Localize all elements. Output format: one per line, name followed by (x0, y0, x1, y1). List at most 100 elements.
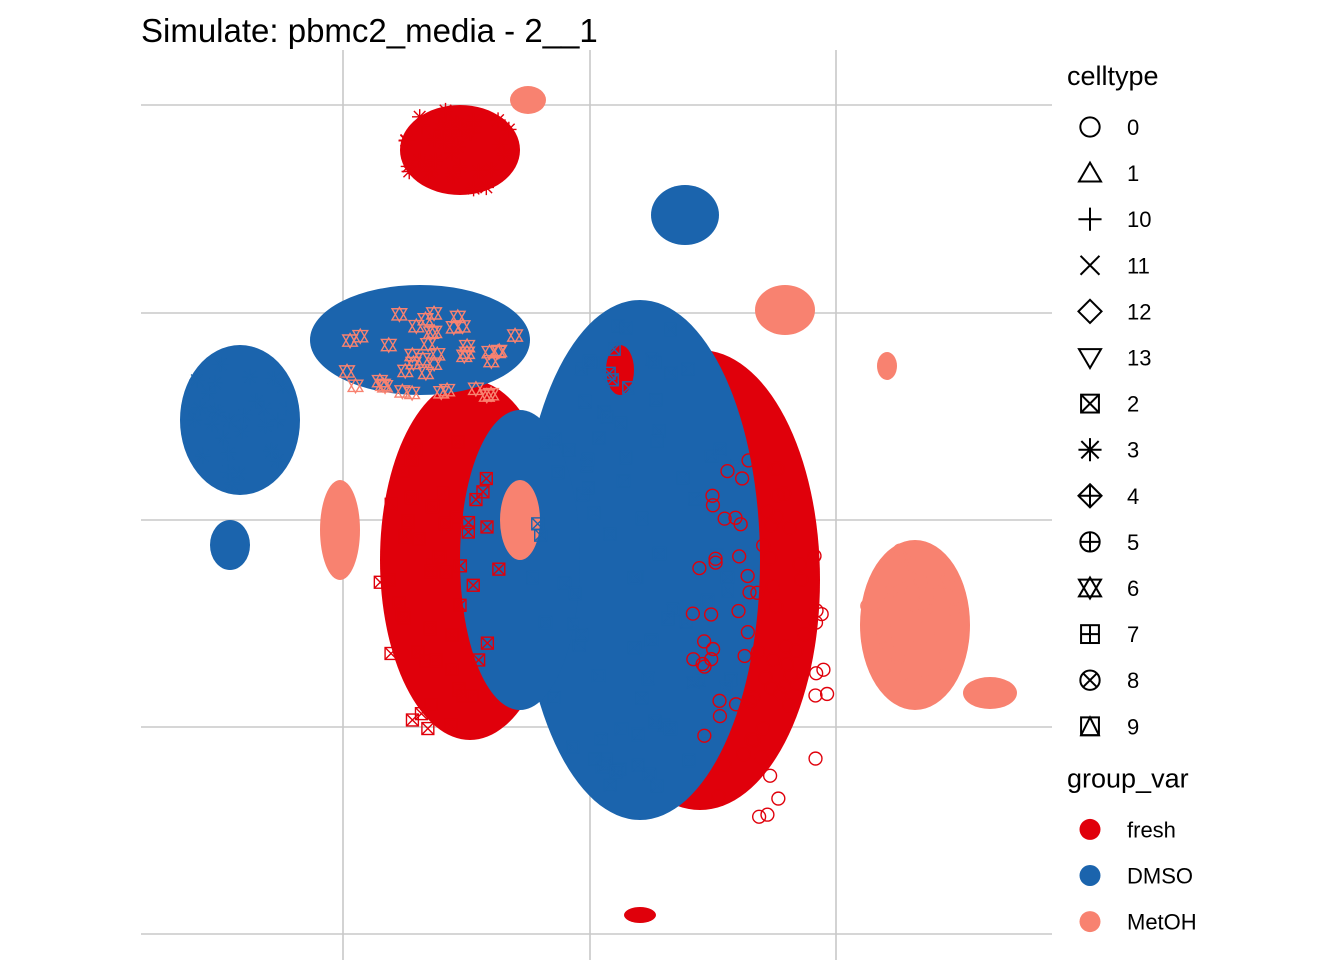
data-point-60 (547, 432, 562, 446)
data-point-32 (445, 165, 461, 181)
data-point-296 (492, 562, 506, 576)
data-point-158 (808, 751, 823, 766)
data-point-215 (346, 377, 365, 395)
data-point-203 (711, 788, 726, 804)
data-point-99 (605, 373, 619, 387)
data-point-169 (797, 627, 812, 642)
data-point-208 (740, 625, 755, 640)
data-point-368 (192, 400, 208, 416)
legend-label-celltype-1: 1 (1127, 161, 1139, 186)
data-point-304 (916, 662, 931, 678)
legend-entry-celltype-13: 13 (1077, 346, 1151, 371)
data-point-266 (451, 435, 465, 449)
legend-entry-celltype-6: 6 (1077, 575, 1139, 601)
data-point-97 (686, 676, 700, 690)
data-point-127 (648, 355, 662, 369)
data-point-40 (526, 570, 540, 585)
data-point-80 (666, 602, 680, 617)
cluster-dmso-small (651, 185, 719, 245)
data-point-137 (751, 809, 767, 824)
data-point-344 (242, 369, 258, 385)
point-cloud (180, 86, 1017, 923)
data-point-321 (918, 609, 933, 624)
data-point-283 (424, 698, 438, 712)
data-point-243 (458, 344, 476, 362)
data-point-337 (902, 570, 917, 585)
legend-key-celltype-11 (1079, 255, 1101, 276)
legend-label-celltype-3: 3 (1127, 438, 1139, 463)
cluster-dmso-arc (310, 285, 530, 395)
data-point-261 (404, 490, 419, 505)
legend-key-celltype-9 (1079, 715, 1101, 737)
data-point-350 (270, 412, 286, 429)
data-point-66 (616, 474, 631, 488)
data-point-104 (581, 452, 595, 467)
data-point-7 (426, 131, 443, 148)
data-point-139 (731, 603, 746, 619)
legend-entry-celltype-4: 4 (1077, 482, 1139, 509)
data-point-48 (663, 721, 678, 736)
data-point-342 (233, 423, 250, 439)
legend-key-celltype-7 (1080, 624, 1100, 645)
data-point-231 (438, 381, 456, 399)
data-point-192 (762, 768, 778, 783)
data-point-162 (808, 615, 824, 630)
legend-entry-celltype-5: 5 (1079, 530, 1139, 555)
data-point-306 (885, 582, 901, 597)
data-point-198 (769, 599, 784, 614)
data-point-111 (603, 778, 617, 792)
data-point-86 (718, 680, 733, 695)
data-point-24 (436, 135, 453, 151)
data-point-196 (712, 693, 727, 708)
data-point-271 (398, 529, 412, 544)
chart-title: Simulate: pbmc2_media - 2__1 (141, 12, 598, 49)
data-point-26 (442, 120, 459, 137)
data-point-177 (697, 728, 712, 743)
cluster-metoh-far-right (963, 677, 1017, 709)
data-point-146 (770, 461, 786, 476)
data-point-153 (735, 471, 750, 486)
legend-title-group_var: group_var (1067, 763, 1189, 793)
data-point-128 (619, 450, 633, 465)
data-point-359 (204, 416, 220, 432)
data-point-206 (705, 641, 721, 657)
data-point-316 (902, 678, 917, 693)
data-point-200 (763, 551, 778, 566)
data-point-145 (819, 686, 835, 702)
data-point-78 (627, 571, 642, 585)
data-point-96 (635, 511, 649, 526)
data-point-34 (465, 112, 482, 129)
data-point-191 (776, 486, 792, 501)
data-point-16 (470, 163, 487, 179)
data-point-327 (887, 658, 902, 673)
data-point-239 (490, 342, 508, 360)
legend-key-group_var-MetOH (1079, 911, 1101, 933)
data-point-68 (600, 410, 614, 424)
data-point-126 (588, 752, 602, 766)
data-point-297 (439, 565, 453, 579)
data-point-354 (224, 475, 240, 492)
legend-key-celltype-2 (1080, 393, 1100, 414)
data-point-135 (705, 498, 721, 513)
data-point-43 (720, 570, 735, 584)
legend-key-celltype-12 (1077, 298, 1103, 325)
legend-label-celltype-12: 12 (1127, 299, 1151, 324)
data-point-8 (465, 180, 482, 197)
data-point-270 (438, 516, 453, 531)
legend-entry-celltype-3: 3 (1078, 438, 1139, 463)
legend-title-celltype: celltype (1067, 61, 1159, 91)
data-point-109 (575, 628, 589, 642)
legend-label-celltype-11: 11 (1127, 253, 1150, 278)
cluster-metoh-right-top (755, 285, 815, 335)
legend-label-celltype-5: 5 (1127, 530, 1139, 555)
legend-label-celltype-10: 10 (1127, 207, 1151, 232)
data-point-144 (760, 504, 775, 519)
data-point-4 (437, 102, 454, 119)
data-point-315 (907, 597, 923, 612)
legend-key-celltype-0 (1079, 116, 1101, 138)
data-point-249 (428, 345, 446, 363)
data-point-351 (221, 412, 237, 429)
data-point-207 (697, 659, 712, 674)
data-point-65 (574, 362, 588, 376)
